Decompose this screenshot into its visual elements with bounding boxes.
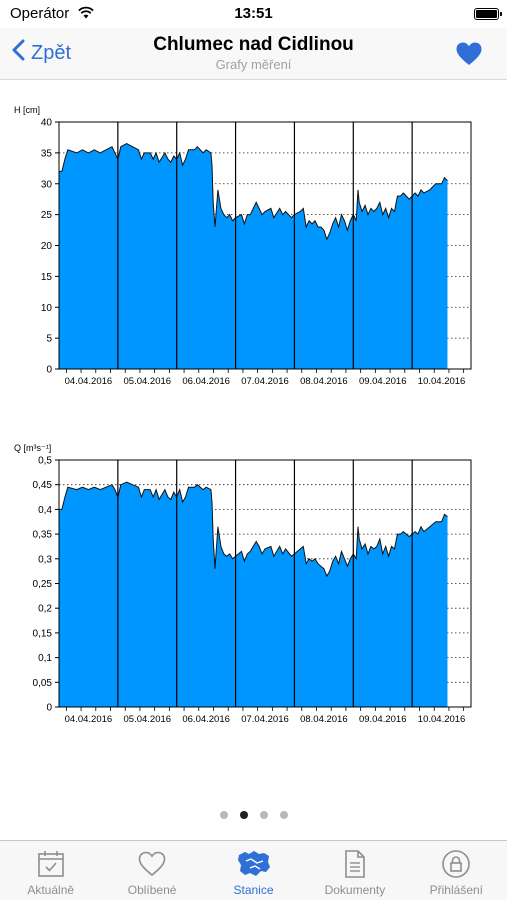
heart-icon [455, 42, 483, 71]
favorite-button[interactable] [455, 41, 483, 67]
y-tick-label: 0,45 [33, 480, 53, 491]
plot-frame [58, 459, 472, 708]
y-axis-label: H [cm] [14, 105, 40, 115]
y-tick-label: 30 [41, 179, 53, 190]
y-tick-label: 10 [41, 303, 53, 314]
back-button[interactable]: Zpět [12, 38, 71, 68]
x-tick-label: 08.04.2016 [300, 714, 348, 725]
x-tick-label: 06.04.2016 [182, 376, 230, 387]
page-title: Chlumec nad Cidlinou [153, 34, 354, 55]
data-line [59, 143, 448, 241]
plot-frame [58, 121, 472, 370]
page-dot[interactable] [279, 811, 288, 819]
y-tick-label: 0,25 [33, 579, 53, 590]
y-tick-label: 15 [41, 272, 53, 283]
status-bar: Operátor 13:51 [0, 0, 507, 28]
back-label: Zpět [31, 41, 72, 64]
tab-prihlaseni[interactable]: Přihlášení [406, 841, 507, 900]
x-tick-label: 08.04.2016 [300, 376, 348, 387]
page-dot[interactable] [239, 811, 248, 819]
battery-icon [474, 8, 502, 20]
page-dot[interactable] [219, 811, 228, 819]
x-tick-label: 06.04.2016 [182, 714, 230, 725]
data-line [59, 481, 448, 578]
y-tick-label: 5 [46, 334, 52, 345]
x-tick-label: 07.04.2016 [241, 376, 289, 387]
x-tick-label: 07.04.2016 [241, 714, 289, 725]
y-tick-label: 0,5 [38, 456, 52, 467]
x-tick-label: 05.04.2016 [124, 714, 172, 725]
calendar-check-icon [34, 847, 68, 881]
tab-dokumenty[interactable]: Dokumenty [304, 841, 405, 900]
tab-label: Dokumenty [324, 883, 386, 897]
document-icon [338, 847, 372, 881]
tab-label: Aktuálně [27, 883, 75, 897]
page-dot[interactable] [259, 811, 268, 819]
y-tick-label: 35 [41, 148, 53, 159]
y-tick-label: 0 [46, 365, 52, 376]
data-area [59, 482, 448, 707]
discharge-chart: Q [m³s⁻¹] 0 0,05 0,1 0,15 0,2 0,25 0,3 0,35 0,4 0,… [0, 436, 507, 736]
y-tick-label: 0 [46, 703, 52, 714]
x-tick-label: 09.04.2016 [359, 714, 407, 725]
y-tick-label: 40 [41, 118, 53, 129]
clock: 13:51 [234, 5, 273, 22]
data-area [59, 143, 448, 369]
y-tick-label: 0,2 [38, 604, 52, 615]
y-tick-label: 0,3 [38, 554, 52, 565]
y-tick-label: 0,15 [33, 628, 53, 639]
y-tick-label: 20 [41, 241, 53, 252]
x-tick-label: 10.04.2016 [418, 714, 466, 725]
heart-outline-icon [135, 847, 169, 881]
tab-label: Stanice [233, 883, 274, 897]
navigation-bar: Zpět Chlumec nad Cidlinou Grafy měření [0, 28, 507, 80]
tab-bar: Aktuálně Oblíbené Stanice Dokumenty Přih… [0, 840, 507, 900]
page-indicator[interactable] [0, 811, 507, 819]
y-tick-label: 0,1 [38, 653, 52, 664]
x-tick-label: 10.04.2016 [418, 376, 466, 387]
water-level-chart: H [cm] 0 5 10 15 20 25 30 35 40 04.04.2016 05.04.20… [0, 98, 507, 398]
y-tick-label: 25 [41, 210, 53, 221]
x-tick-label: 05.04.2016 [124, 376, 172, 387]
water-level-plot: H [cm] 0 5 10 15 20 25 30 35 40 04.04.2016 05.04.20… [14, 105, 472, 387]
lock-icon [439, 847, 473, 881]
tab-stanice[interactable]: Stanice [203, 841, 304, 900]
x-tick-label: 09.04.2016 [359, 376, 407, 387]
y-tick-label: 0,35 [33, 530, 53, 541]
carrier-label: Operátor [10, 5, 70, 22]
y-tick-label: 0,4 [38, 505, 52, 516]
wifi-icon [78, 6, 94, 24]
page-subtitle: Grafy měření [215, 57, 292, 72]
discharge-plot: Q [m³s⁻¹] 0 0,05 0,1 0,15 0,2 0,25 0,3 0,35 0,4 0,… [14, 443, 472, 725]
y-tick-label: 0,05 [33, 678, 53, 689]
tab-aktualne[interactable]: Aktuálně [0, 841, 101, 900]
tab-label: Oblíbené [127, 883, 177, 897]
x-tick-label: 04.04.2016 [65, 714, 113, 725]
x-tick-label: 04.04.2016 [65, 376, 113, 387]
tab-label: Přihlášení [429, 883, 484, 897]
tab-oblibene[interactable]: Oblíbené [101, 841, 202, 900]
y-axis-label: Q [m³s⁻¹] [14, 443, 51, 453]
chevron-left-icon [12, 39, 31, 67]
map-icon [237, 847, 271, 881]
